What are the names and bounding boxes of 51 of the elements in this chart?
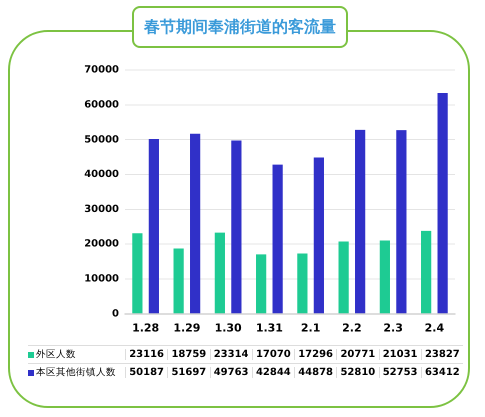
y-tick-label: 70000 [84, 64, 120, 76]
data-label: 52753 [378, 367, 421, 378]
y-tick-label: 30000 [84, 204, 120, 215]
bar [148, 139, 159, 314]
y-tick-label: 20000 [84, 238, 120, 250]
x-tick-label: 1.31 [256, 321, 283, 334]
bar [355, 130, 366, 314]
chart-title: 春节期间奉浦街道的客流量 [144, 16, 336, 38]
y-tick-label: 60000 [84, 99, 120, 110]
bar [190, 134, 200, 314]
bar [272, 164, 283, 314]
y-tick-label: 0 [112, 308, 120, 320]
data-label: 17296 [294, 349, 336, 360]
bar [421, 230, 432, 314]
data-label: 20771 [336, 349, 378, 360]
x-tick-label: 2.2 [342, 321, 362, 334]
data-label: 63412 [420, 367, 463, 378]
bar [231, 140, 242, 314]
bar [380, 240, 390, 314]
x-tick-label: 1.29 [173, 321, 200, 334]
data-label: 50187 [125, 367, 168, 378]
data-label: 51697 [167, 367, 210, 378]
x-tick-label: 2.3 [383, 321, 403, 334]
data-label: 23116 [125, 349, 168, 360]
data-label: 23314 [210, 349, 252, 360]
data-label: 18759 [167, 349, 210, 360]
data-label: 21031 [378, 349, 421, 360]
bar [396, 130, 406, 314]
bar [214, 232, 225, 314]
y-tick-label: 40000 [84, 169, 120, 180]
x-tick-label: 2.1 [300, 321, 320, 334]
bar [438, 92, 448, 314]
data-label: 23827 [420, 349, 463, 360]
y-tick-label: 10000 [84, 274, 120, 285]
data-label: 17070 [252, 349, 294, 360]
legend-label: 本区其他街镇人数 [36, 366, 116, 379]
data-label: 49763 [210, 367, 252, 378]
bar [132, 233, 142, 314]
bar [297, 254, 308, 314]
data-label: 42844 [252, 367, 294, 378]
data-label: 44878 [294, 367, 336, 378]
x-tick-label: 2.4 [424, 321, 444, 334]
y-tick-label: 50000 [84, 134, 120, 146]
bar [314, 157, 324, 314]
data-label: 52810 [336, 367, 378, 378]
bar [256, 254, 266, 314]
legend-label: 外区人数 [36, 348, 76, 361]
bar [338, 241, 349, 314]
x-tick-label: 1.30 [214, 321, 242, 334]
x-tick-label: 1.28 [132, 321, 160, 334]
bar [174, 248, 184, 314]
